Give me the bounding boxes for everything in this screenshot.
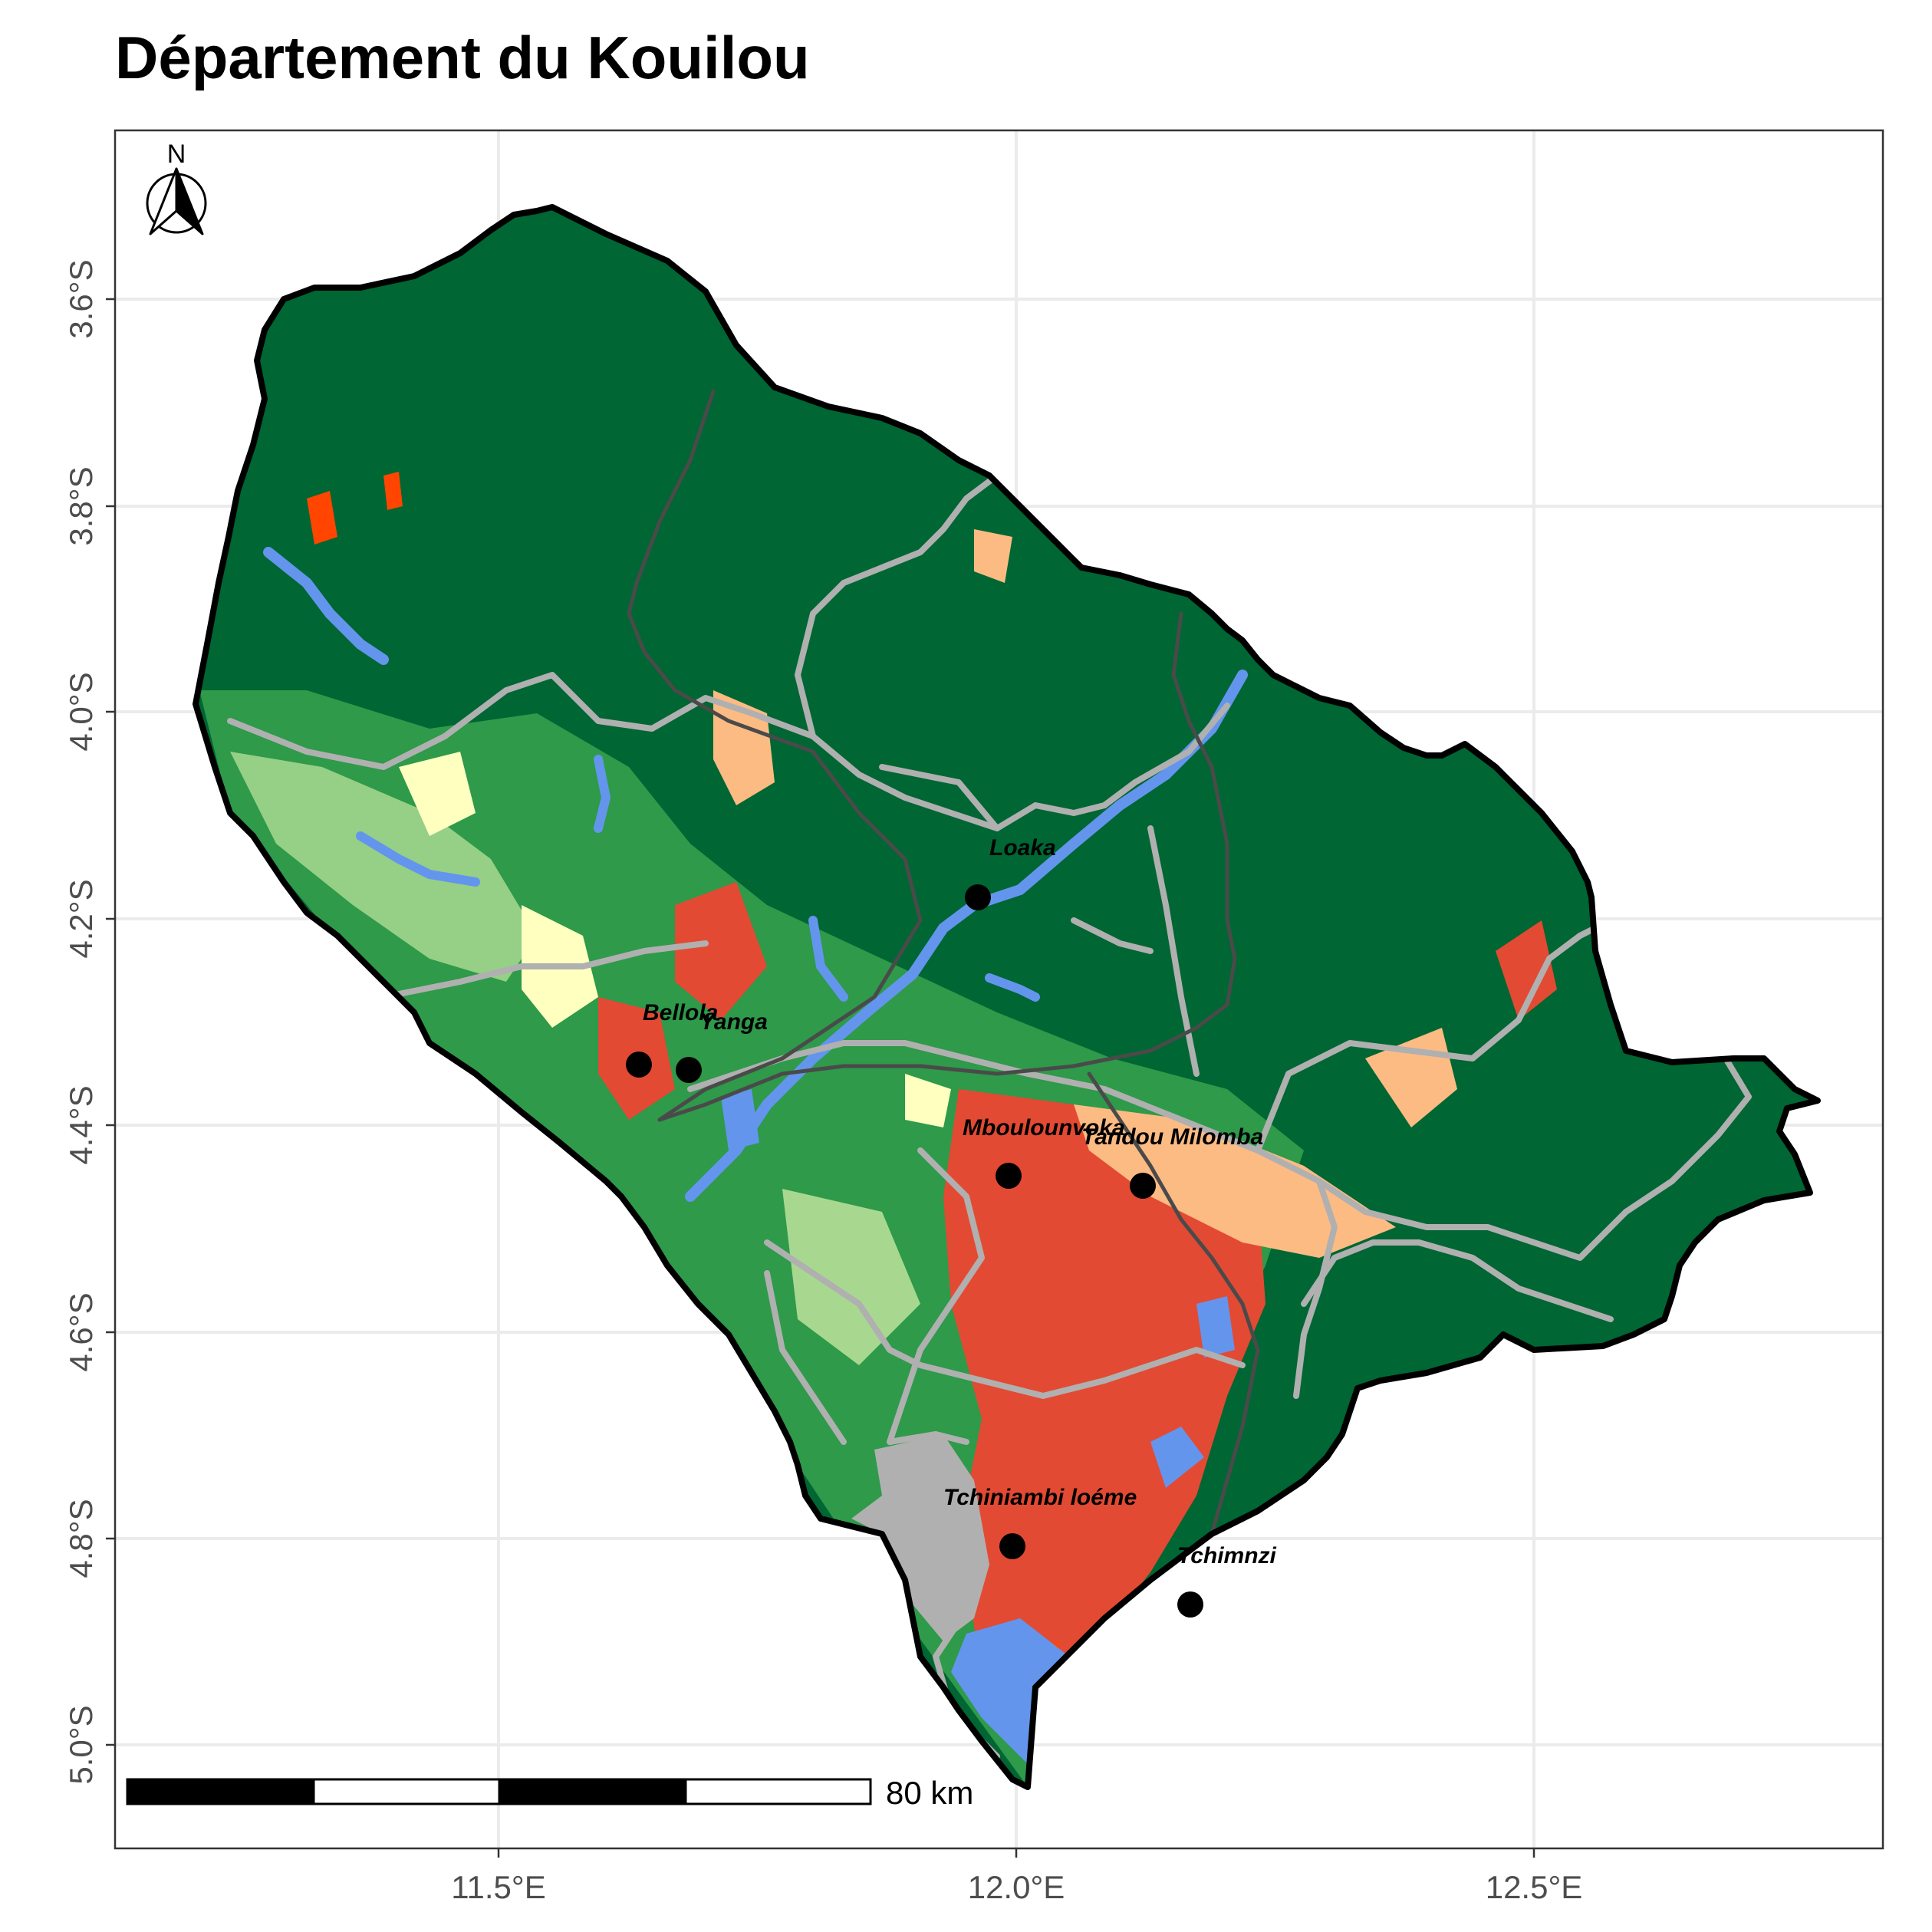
mosaic-zone [974,529,1012,583]
scale-bar-segment [126,1778,315,1805]
scale-bar-segment [684,1778,872,1805]
town-markers [626,884,1203,1618]
scale-bar-segment [312,1778,501,1805]
town-point-tandou-milomba [1130,1173,1156,1199]
y-tick-label: 3.6°S [63,259,99,338]
light-vegetation-zone [230,752,537,982]
y-tick-label: 4.4°S [63,1085,99,1164]
town-point-tchiniambi-loeme [999,1533,1025,1559]
panel-border [114,129,1884,1850]
railway [627,389,1260,1536]
water-body [1150,1427,1204,1488]
north-arrow-label: N [167,140,186,169]
town-label-yanga: Yanga [699,1009,768,1035]
water-body [808,916,848,1002]
town-label-mboulounvoka: Mboulounvoka [963,1115,1125,1140]
y-tick-label: 4.0°S [63,672,99,751]
light-vegetation-zone [782,1189,920,1365]
urban-area [851,1434,989,1641]
north-arrow: N [146,140,207,235]
town-label-loaka: Loaka [989,835,1056,861]
scale-bar-segment [498,1778,687,1805]
x-tick-label: 12.5°E [1486,1869,1583,1905]
scale-bar-label: 80 km [886,1775,973,1811]
department-outline [193,204,1821,1790]
town-point-mboulounvoka [996,1163,1022,1189]
town-label-tchiniambi-loeme: Tchiniambi loéme [943,1485,1137,1510]
water-body [594,755,611,833]
north-arrow-icon [175,167,204,235]
x-tick-label: 11.5°E [451,1869,545,1905]
town-point-bellola [626,1052,652,1078]
savanna-patch [905,1074,951,1127]
y-tick-label: 5.0°S [63,1705,99,1784]
water-body [985,973,1040,1002]
town-point-yanga [676,1057,702,1083]
town-label-bellola: Bellola [643,1000,718,1025]
mosaic-zone [1074,1104,1396,1258]
cropland-zone [943,1089,1266,1726]
map-title: Département du Kouilou [115,24,810,91]
cropland-zone [675,882,767,1020]
bare-patch [307,491,337,545]
y-tick-label: 4.6°S [63,1292,99,1371]
water-body [263,547,389,665]
y-tick-label: 4.2°S [63,879,99,958]
bare-patch [383,472,403,510]
y-tick-label: 4.8°S [63,1499,99,1578]
water-body [685,670,1248,1202]
water-body [356,831,480,887]
town-label-tandou-milomba: Tandou Milomba [1081,1124,1263,1150]
town-point-tchimnzi [1177,1591,1203,1618]
water-body [1196,1296,1235,1358]
water-body [721,1089,759,1150]
y-tick-label: 3.8°S [63,466,99,545]
town-label-tchimnzi: Tchimnzi [1177,1543,1277,1568]
scale-bar: 80 km [126,1775,973,1811]
cropland-zone [1496,920,1557,1020]
axis-ticks [106,298,1535,1858]
town-point-loaka [965,884,991,910]
savanna-patch [399,752,476,836]
town-labels: Loaka Bellola Yanga Mboulounvoka Tandou … [643,835,1277,1568]
x-tick-label: 12.0°E [968,1869,1065,1905]
